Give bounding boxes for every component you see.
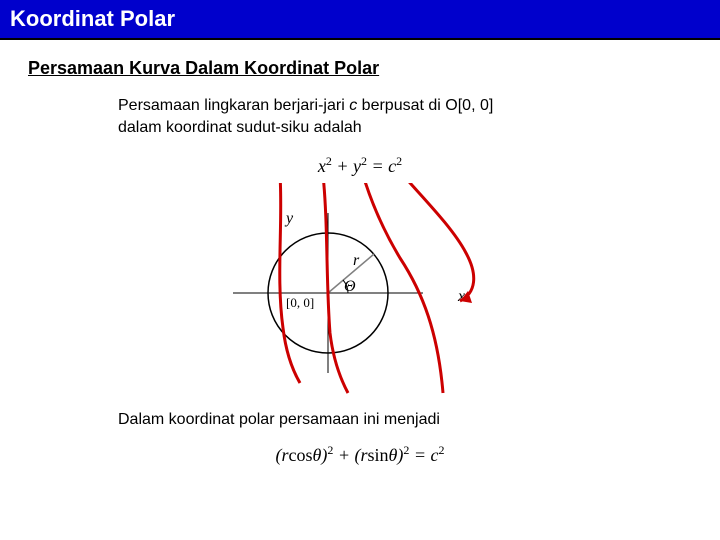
eq1-c: c	[388, 156, 396, 176]
diagram-svg: y x [0, 0] r Θ	[28, 183, 692, 403]
eq2-cos: cos	[288, 445, 312, 465]
origin-label: [0, 0]	[286, 295, 314, 310]
polar-diagram: y x [0, 0] r Θ	[28, 183, 692, 403]
eq2-c: c	[431, 445, 439, 465]
r-label: r	[353, 252, 360, 269]
eq2-th1: θ	[312, 445, 321, 465]
bottom-description: Dalam koordinat polar persamaan ini menj…	[118, 411, 692, 429]
red-curve-3	[363, 183, 443, 393]
theta-label: Θ	[344, 278, 356, 295]
eq1-c-sq: 2	[396, 154, 402, 168]
equation-2: (rcosθ)2 + (rsinθ)2 = c2	[28, 443, 692, 466]
page-header: Koordinat Polar	[0, 0, 720, 40]
desc-part1: Persamaan lingkaran berjari-jari	[118, 97, 349, 114]
eq1-plus: +	[332, 156, 353, 176]
equation-1: x2 + y2 = c2	[28, 154, 692, 177]
eq2-plus: +	[333, 445, 354, 465]
eq1-eq: =	[367, 156, 388, 176]
eq1-y: y	[353, 156, 361, 176]
header-title: Koordinat Polar	[10, 6, 175, 31]
eq2-r2: r	[360, 445, 367, 465]
eq2-csq: 2	[439, 443, 445, 457]
section-subtitle: Persamaan Kurva Dalam Koordinat Polar	[28, 58, 692, 79]
description-text: Persamaan lingkaran berjari-jari c berpu…	[118, 95, 692, 140]
eq2-eq: =	[409, 445, 430, 465]
y-axis-label: y	[284, 210, 294, 227]
desc-line2: dalam koordinat sudut-siku adalah	[118, 119, 362, 136]
content-area: Persamaan Kurva Dalam Koordinat Polar Pe…	[0, 40, 720, 484]
desc-part1c: berpusat di O[0, 0]	[357, 97, 493, 114]
eq2-sin: sin	[368, 445, 389, 465]
eq1-x: x	[318, 156, 326, 176]
